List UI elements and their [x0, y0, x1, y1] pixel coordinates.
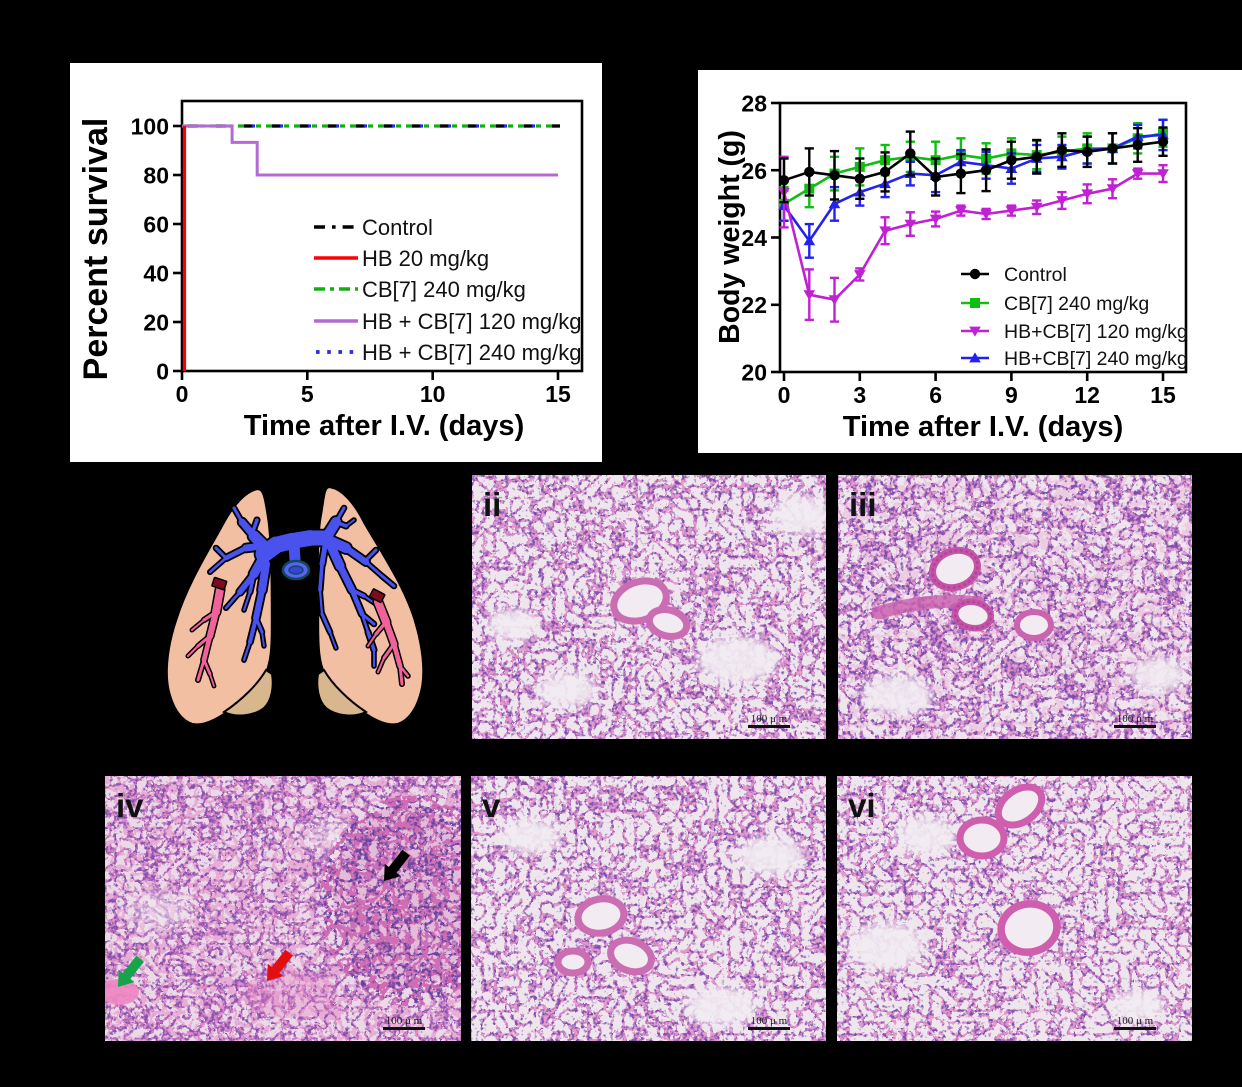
svg-text:100 μ m: 100 μ m: [1117, 1015, 1154, 1027]
svg-text:HB + CB[7] 240 mg/kg: HB + CB[7] 240 mg/kg: [362, 340, 582, 365]
svg-text:100 μ m: 100 μ m: [751, 1015, 788, 1027]
svg-text:Time after I.V. (days): Time after I.V. (days): [843, 411, 1123, 443]
svg-text:15: 15: [1150, 382, 1176, 408]
svg-text:CB[7] 240 mg/kg: CB[7] 240 mg/kg: [1004, 293, 1149, 315]
svg-text:20: 20: [741, 360, 767, 386]
svg-text:10: 10: [420, 381, 446, 407]
svg-text:iii: iii: [849, 486, 877, 523]
svg-text:HB + CB[7] 120 mg/kg: HB + CB[7] 120 mg/kg: [362, 309, 582, 334]
svg-text:80: 80: [143, 163, 169, 189]
svg-text:22: 22: [741, 292, 767, 318]
svg-text:6: 6: [929, 382, 942, 408]
svg-text:40: 40: [143, 261, 169, 287]
svg-text:Percent survival: Percent survival: [77, 118, 115, 381]
svg-text:v: v: [482, 787, 501, 824]
svg-text:9: 9: [1005, 382, 1018, 408]
svg-text:0: 0: [176, 381, 189, 407]
svg-text:iv: iv: [116, 787, 144, 824]
svg-text:20: 20: [143, 310, 169, 336]
svg-text:12: 12: [1074, 382, 1100, 408]
svg-text:0: 0: [778, 382, 791, 408]
svg-text:28: 28: [741, 91, 767, 117]
svg-text:HB 20 mg/kg: HB 20 mg/kg: [362, 246, 489, 271]
svg-text:15: 15: [545, 381, 571, 407]
svg-text:0: 0: [156, 359, 169, 385]
svg-text:HB+CB[7] 240 mg/kg: HB+CB[7] 240 mg/kg: [1004, 348, 1188, 370]
svg-text:26: 26: [741, 158, 767, 184]
svg-text:100 μ m: 100 μ m: [386, 1015, 423, 1027]
svg-text:100 μ m: 100 μ m: [751, 713, 788, 725]
svg-text:3: 3: [853, 382, 866, 408]
svg-text:5: 5: [301, 381, 314, 407]
svg-text:Control: Control: [362, 215, 433, 240]
svg-text:HB+CB[7] 120 mg/kg: HB+CB[7] 120 mg/kg: [1004, 321, 1188, 343]
svg-text:Time after I.V. (days): Time after I.V. (days): [244, 410, 524, 442]
svg-text:CB[7] 240 mg/kg: CB[7] 240 mg/kg: [362, 277, 526, 302]
svg-text:60: 60: [143, 212, 169, 238]
svg-text:Control: Control: [1004, 264, 1067, 286]
svg-text:100: 100: [131, 114, 169, 140]
svg-text:100 μ m: 100 μ m: [1117, 713, 1154, 725]
svg-text:vi: vi: [848, 787, 876, 824]
svg-text:Body weight (g): Body weight (g): [714, 130, 746, 344]
svg-text:24: 24: [741, 225, 767, 251]
svg-text:ii: ii: [483, 486, 501, 523]
